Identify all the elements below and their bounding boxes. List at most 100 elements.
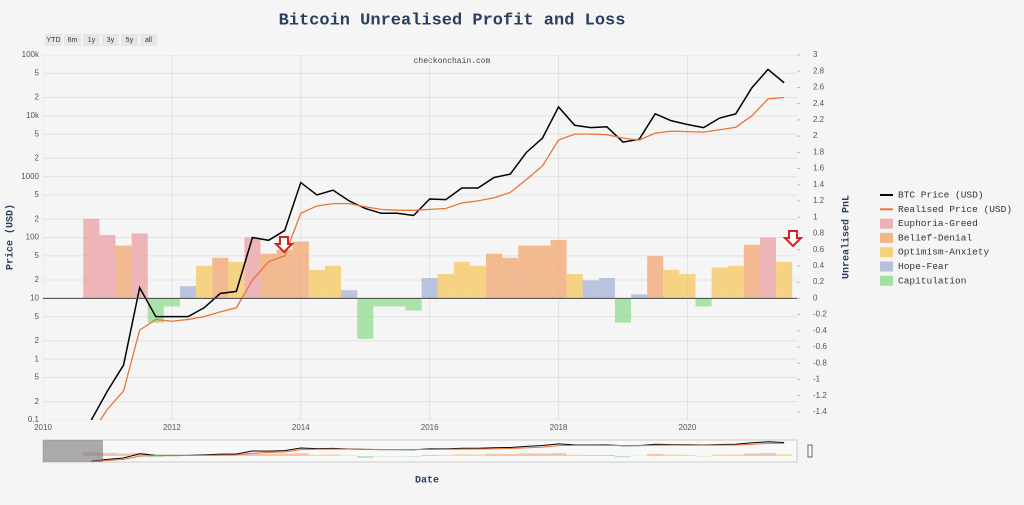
mini-bar [115,453,132,456]
legend-swatch [880,261,893,272]
y-tick-label: 10 [30,293,39,302]
pnl-bar [711,267,728,299]
pnl-bar [727,265,744,299]
x-tick-label: 2018 [550,423,568,432]
range-button[interactable] [83,34,100,46]
range-button[interactable] [140,34,157,46]
mini-bar [99,452,116,456]
legend-label[interactable]: Optimism-Anxiety [898,247,990,258]
y2-tick-label: -0.2 [813,310,827,319]
y2-tick-label: 0 [813,293,818,302]
mini-bar [534,453,551,456]
pnl-bar [453,261,470,299]
pnl-bar [647,256,664,299]
mini-line [91,441,785,462]
range-slider-preview [83,441,793,463]
pnl-bar [743,244,760,299]
pnl-bar [421,278,438,299]
legend-label[interactable]: Hope-Fear [898,261,949,272]
range-button-label[interactable]: all [145,37,152,44]
mini-bar [566,454,583,456]
x-axis-title: Date [415,476,439,487]
pnl-bar [663,269,680,299]
arrow-marker [782,230,804,248]
mini-bar [308,454,325,456]
pnl-bar [389,298,406,307]
y-axis-title: Price (USD) [5,204,17,270]
range-slider[interactable] [42,439,798,463]
y-tick-label: 2 [35,397,40,406]
y2-tick-label: -0.6 [813,342,827,351]
pnl-bar [179,286,197,299]
pnl-bar [469,265,487,299]
pnl-bar [260,253,277,299]
mini-bar [550,453,567,456]
range-button-label[interactable]: 1y [88,37,96,44]
pnl-bar [598,278,615,299]
y-tick-label: 1 [35,354,40,363]
y-tick-label: 5 [35,190,40,199]
y-tick-label: 2 [35,336,40,345]
range-button[interactable] [102,34,119,46]
pnl-bar [83,218,100,299]
y2-tick-label: 0.2 [813,277,825,286]
mini-bar [324,454,342,456]
pnl-bar [776,261,793,299]
pnl-bar [534,245,551,299]
y2-axis-title: Unrealised PnL [841,195,853,279]
mini-bar [147,456,164,458]
range-button-label[interactable]: 6m [68,37,78,44]
pnl-bar [357,298,374,339]
mini-bar [244,453,261,456]
series-line [99,96,785,420]
y-tick-label: 2 [35,214,40,223]
pnl-bar [276,249,293,299]
range-slider-mask [43,440,103,462]
range-button[interactable] [45,34,62,46]
pnl-bar [324,265,342,299]
mini-bar [647,453,664,456]
legend-label[interactable]: Capitulation [898,275,966,286]
legend-swatch [880,218,893,229]
mini-bar [711,454,728,456]
y-tick-label: 5 [35,312,40,321]
legend-label[interactable]: Realised Price (USD) [898,204,1012,215]
arrow-marker [273,236,295,254]
range-button-label[interactable]: YTD [47,37,61,44]
range-button[interactable] [64,34,81,46]
mini-bar [405,456,422,457]
range-button-label[interactable]: 3y [107,37,115,44]
y-tick-label: 2 [35,275,40,284]
pnl-bar [196,265,213,299]
mini-bar [518,453,535,456]
y2-tick-label: 1.8 [813,147,825,156]
x-tick-label: 2010 [34,423,52,432]
mini-bar [679,454,696,456]
y2-tick-label: 2.4 [813,99,825,108]
legend-label[interactable]: BTC Price (USD) [898,190,984,201]
range-slider-handle[interactable] [807,444,813,458]
mini-bar [260,453,277,456]
y-tick-label: 2 [35,93,40,102]
legend-swatch [880,232,893,243]
y-tick-label: 100k [22,50,40,59]
y-tick-label: 5 [35,251,40,260]
y2-tick-label: -0.4 [813,326,827,335]
mini-bar [453,454,470,456]
pnl-bar [212,257,229,299]
series-line [90,68,785,420]
pnl-bar [308,269,325,299]
x-tick-label: 2016 [421,423,439,432]
pnl-bar [518,245,535,299]
pnl-bar [163,298,180,307]
y2-tick-label: 1 [813,212,818,221]
pnl-bar [614,298,632,323]
legend-label[interactable]: Belief-Denial [898,232,972,243]
range-button-label[interactable]: 5y [126,37,134,44]
y2-tick-label: -1.4 [813,407,827,416]
range-button[interactable] [121,34,138,46]
mini-bar [502,454,519,456]
legend-label[interactable]: Euphoria-Greed [898,218,978,229]
y2-tick-label: -0.8 [813,358,827,367]
y-tick-label: 0.1 [28,415,40,424]
